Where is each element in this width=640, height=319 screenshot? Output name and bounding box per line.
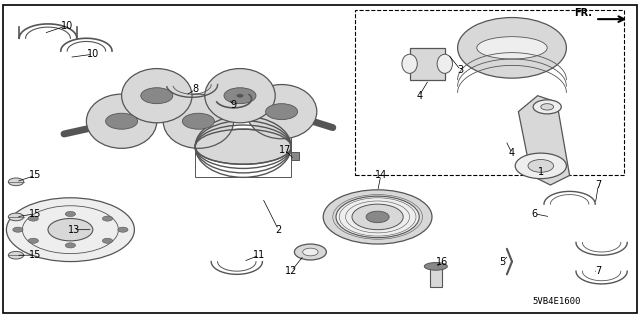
Circle shape	[366, 211, 389, 223]
Circle shape	[303, 248, 318, 256]
Text: 3: 3	[458, 65, 464, 75]
Text: 15: 15	[29, 250, 42, 260]
Circle shape	[6, 198, 134, 262]
Circle shape	[28, 216, 38, 221]
Circle shape	[13, 227, 23, 232]
Text: 13: 13	[67, 225, 80, 235]
Ellipse shape	[477, 37, 547, 59]
Ellipse shape	[86, 94, 157, 148]
Circle shape	[336, 196, 419, 238]
Bar	[430, 268, 442, 287]
Circle shape	[65, 211, 76, 217]
Circle shape	[323, 190, 432, 244]
Circle shape	[28, 238, 38, 243]
Text: 10: 10	[86, 49, 99, 59]
Bar	[355, 10, 624, 175]
Ellipse shape	[224, 88, 256, 104]
Ellipse shape	[141, 88, 173, 104]
Text: 12: 12	[285, 266, 298, 276]
Text: 15: 15	[29, 209, 42, 219]
Circle shape	[102, 216, 113, 221]
Ellipse shape	[458, 18, 566, 78]
Ellipse shape	[106, 113, 138, 129]
Text: 4: 4	[416, 91, 422, 101]
Circle shape	[8, 213, 24, 221]
Ellipse shape	[205, 69, 275, 123]
Ellipse shape	[437, 54, 452, 73]
Ellipse shape	[266, 104, 298, 120]
Text: 7: 7	[595, 266, 602, 276]
Circle shape	[237, 94, 243, 97]
Text: FR.: FR.	[574, 8, 592, 18]
Bar	[410, 48, 445, 80]
Text: 17: 17	[278, 145, 291, 155]
Ellipse shape	[163, 94, 234, 148]
Circle shape	[533, 100, 561, 114]
Ellipse shape	[402, 54, 417, 73]
Text: 9: 9	[230, 100, 237, 110]
Text: 5: 5	[499, 256, 506, 267]
Circle shape	[65, 243, 76, 248]
Circle shape	[528, 160, 554, 172]
Ellipse shape	[195, 129, 291, 164]
Circle shape	[294, 244, 326, 260]
Circle shape	[8, 251, 24, 259]
Text: 10: 10	[61, 20, 74, 31]
Text: 5VB4E1600: 5VB4E1600	[532, 297, 581, 306]
Ellipse shape	[122, 69, 192, 123]
Circle shape	[541, 104, 554, 110]
Ellipse shape	[246, 85, 317, 139]
Bar	[291, 152, 299, 160]
Text: 4: 4	[509, 148, 515, 158]
Text: 1: 1	[538, 167, 544, 177]
Text: 16: 16	[435, 256, 448, 267]
Text: 15: 15	[29, 170, 42, 181]
Text: 8: 8	[192, 84, 198, 94]
Text: 14: 14	[374, 170, 387, 181]
Circle shape	[118, 227, 128, 232]
Text: 7: 7	[595, 180, 602, 190]
Polygon shape	[518, 96, 570, 185]
Circle shape	[102, 238, 113, 243]
Circle shape	[352, 204, 403, 230]
Bar	[195, 129, 291, 177]
Circle shape	[8, 178, 24, 186]
Circle shape	[515, 153, 566, 179]
Text: 6: 6	[531, 209, 538, 219]
Ellipse shape	[424, 263, 447, 270]
Ellipse shape	[182, 113, 214, 129]
Circle shape	[48, 219, 93, 241]
Text: 2: 2	[275, 225, 282, 235]
Text: 11: 11	[253, 250, 266, 260]
